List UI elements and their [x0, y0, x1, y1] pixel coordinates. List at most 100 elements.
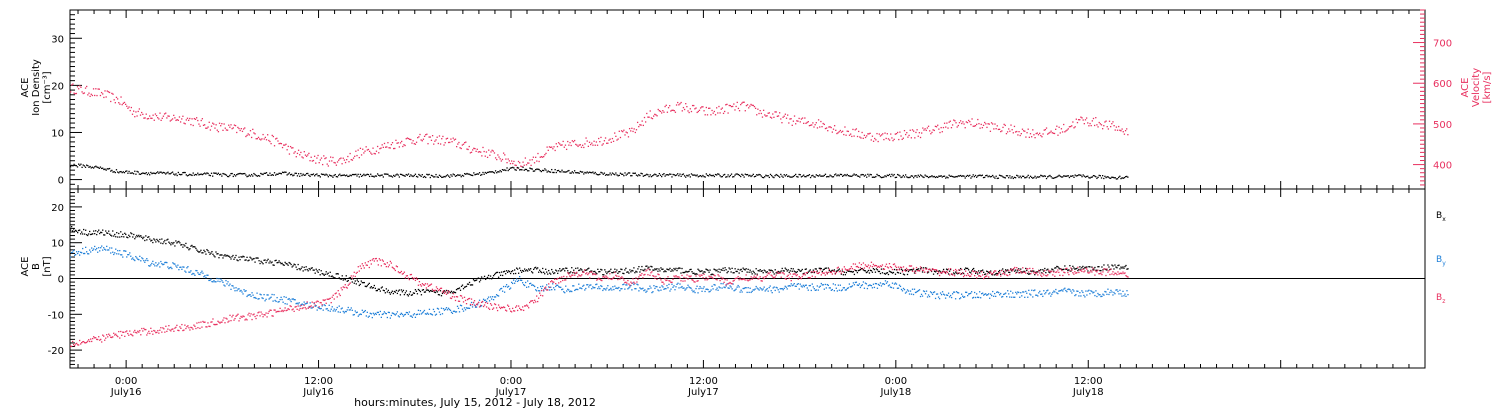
data-point	[476, 148, 478, 150]
data-point	[1013, 125, 1016, 128]
data-point	[598, 271, 600, 273]
data-point	[266, 294, 268, 296]
data-point	[351, 281, 353, 283]
data-point	[1081, 176, 1083, 178]
data-point	[987, 270, 989, 273]
data-point	[483, 173, 485, 175]
data-point	[1066, 290, 1068, 293]
data-point	[439, 290, 442, 292]
data-point	[607, 142, 609, 144]
data-point	[405, 173, 407, 176]
data-point	[308, 267, 310, 270]
data-point	[179, 242, 181, 244]
data-point	[627, 288, 629, 290]
data-point	[201, 326, 203, 328]
data-point	[1021, 295, 1023, 297]
data-point	[814, 289, 816, 291]
data-point	[907, 270, 910, 273]
data-point	[844, 173, 846, 176]
data-point	[346, 280, 348, 282]
data-point	[768, 286, 770, 289]
data-point	[373, 260, 375, 262]
data-point	[488, 300, 491, 302]
data-point	[1053, 132, 1056, 135]
data-point	[114, 233, 116, 236]
data-point	[367, 261, 369, 263]
data-point	[991, 294, 993, 297]
data-point	[635, 174, 638, 176]
data-point	[662, 110, 664, 112]
data-point	[287, 308, 289, 310]
data-point	[670, 270, 672, 272]
data-point	[280, 262, 282, 265]
data-point	[119, 103, 121, 105]
data-point	[853, 273, 856, 276]
data-point	[1093, 268, 1095, 270]
data-point	[734, 268, 736, 270]
data-point	[616, 269, 618, 271]
data-point	[411, 175, 413, 177]
data-point	[674, 268, 676, 271]
data-point	[904, 174, 907, 176]
data-point	[1126, 290, 1128, 292]
data-point	[820, 267, 822, 270]
data-point	[319, 159, 321, 161]
data-point	[894, 176, 896, 179]
data-point	[105, 337, 107, 339]
data-point	[524, 268, 526, 270]
data-point	[436, 291, 439, 293]
data-point	[91, 94, 94, 97]
data-point	[119, 249, 121, 252]
data-point	[1036, 294, 1038, 296]
data-point	[806, 287, 808, 289]
data-point	[998, 292, 1000, 294]
data-point	[466, 298, 469, 301]
data-point	[696, 285, 698, 287]
data-point	[1043, 270, 1045, 272]
data-point	[361, 263, 363, 265]
data-point	[975, 272, 977, 275]
data-point	[158, 332, 160, 334]
data-point	[961, 175, 963, 178]
data-point	[752, 289, 754, 291]
data-point	[450, 297, 453, 300]
data-point	[363, 267, 365, 269]
data-point	[373, 284, 375, 287]
data-point	[974, 270, 976, 272]
data-point	[500, 171, 502, 173]
data-point	[1026, 132, 1028, 134]
data-point	[659, 286, 661, 289]
data-point	[357, 149, 359, 151]
data-point	[928, 295, 931, 298]
data-point	[402, 315, 405, 317]
data-point	[177, 329, 179, 331]
data-point	[823, 174, 825, 177]
data-point	[948, 296, 951, 298]
data-point	[370, 286, 372, 288]
data-point	[666, 111, 669, 113]
data-point	[332, 156, 334, 159]
data-point	[880, 176, 883, 179]
data-point	[114, 102, 116, 104]
data-point	[677, 282, 679, 284]
data-point	[110, 234, 112, 236]
data-point	[825, 176, 828, 178]
data-point	[532, 170, 535, 172]
data-point	[673, 285, 675, 287]
data-point	[934, 297, 937, 300]
data-point	[350, 175, 352, 177]
data-point	[141, 172, 143, 175]
data-point	[109, 334, 111, 337]
data-point	[917, 289, 920, 292]
data-point	[887, 174, 890, 177]
data-point	[517, 167, 520, 169]
data-point	[536, 295, 538, 297]
data-point	[882, 283, 885, 285]
data-point	[304, 306, 306, 309]
data-point	[365, 285, 367, 288]
data-point	[474, 279, 477, 282]
data-point	[239, 172, 241, 175]
data-point	[594, 171, 596, 174]
data-point	[755, 285, 757, 288]
data-point	[85, 229, 87, 231]
